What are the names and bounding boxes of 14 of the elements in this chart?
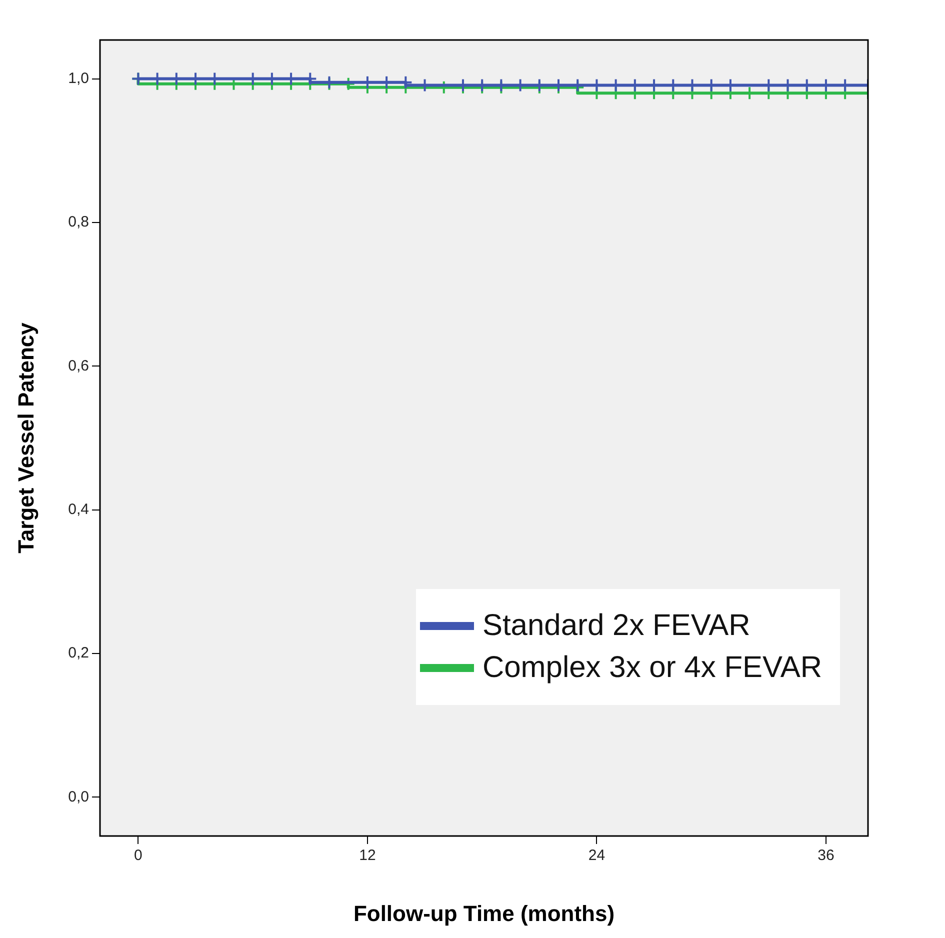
legend-label: Standard 2x FEVAR — [482, 609, 750, 643]
x-tick-label: 36 — [818, 847, 834, 864]
x-tick-label: 24 — [588, 847, 606, 864]
y-tick-label: 0,0 — [68, 788, 89, 806]
y-tick-label: 1,0 — [68, 70, 89, 87]
x-axis-title: Follow-up Time (months) — [353, 900, 615, 926]
y-axis-title: Target Vessel Patency — [13, 322, 38, 554]
x-tick-label: 12 — [359, 847, 376, 864]
y-tick-label: 0,8 — [68, 214, 89, 231]
legend-label: Complex 3x or 4x FEVAR — [482, 651, 822, 685]
x-tick-label: 0 — [134, 847, 142, 864]
y-tick-label: 0,2 — [68, 644, 89, 662]
y-tick-label: 0,4 — [68, 500, 89, 518]
y-tick-label: 0,6 — [68, 357, 89, 374]
